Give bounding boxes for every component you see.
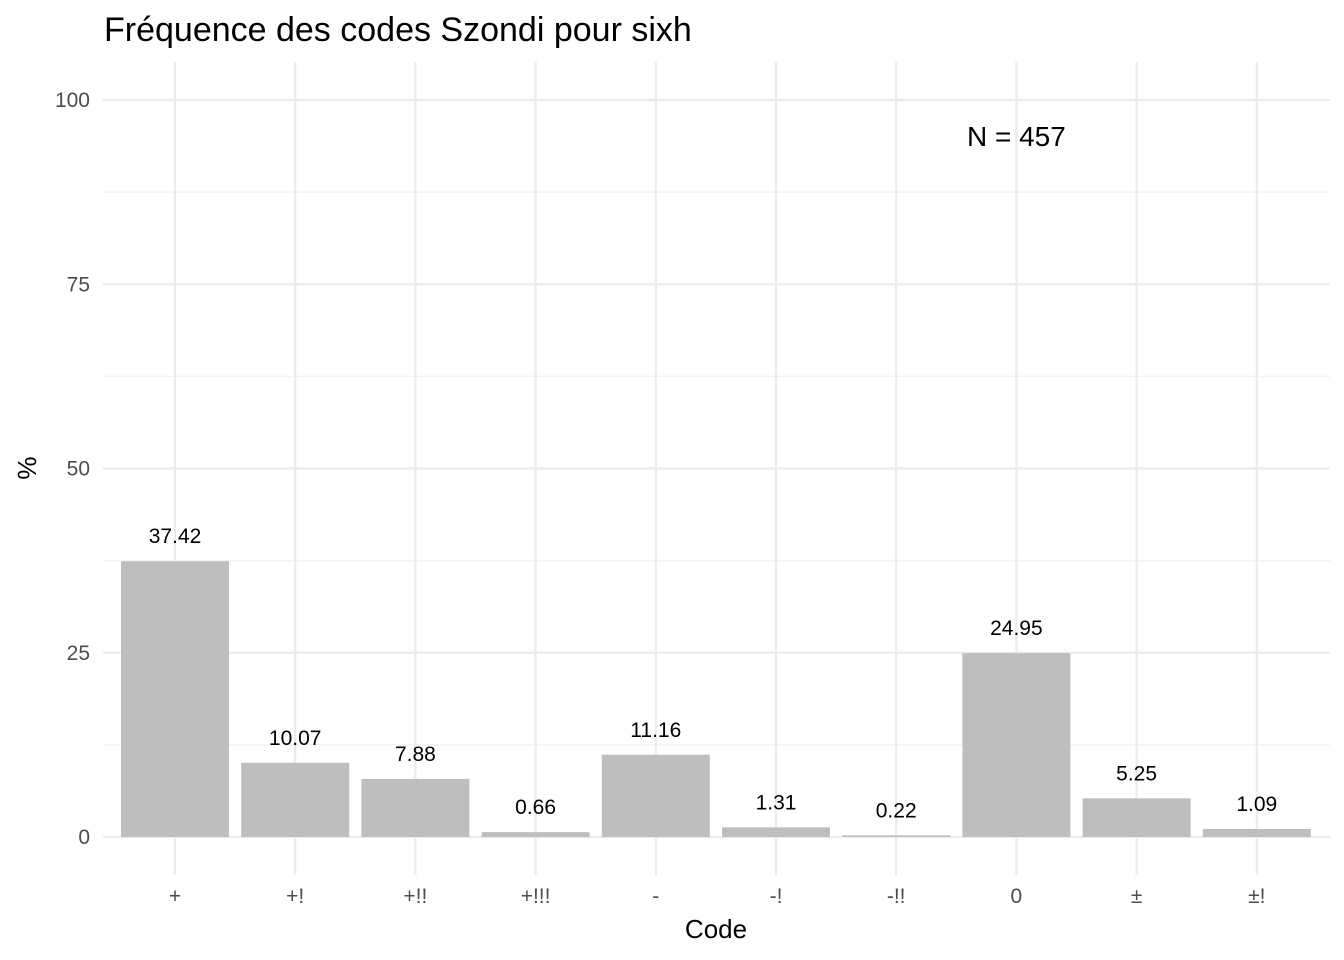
x-tick-label: +! — [286, 885, 304, 908]
x-tick-label: ± — [1131, 885, 1143, 908]
bar-value-label: 11.16 — [630, 719, 681, 742]
x-tick-label: - — [652, 885, 659, 908]
y-tick-label: 100 — [55, 89, 90, 112]
bar-labels: 37.42 10.07 7.88 0.66 11.16 1.31 0.22 24.95 5.25… — [149, 525, 1278, 822]
x-tick-label: 0 — [1011, 885, 1023, 908]
bar-value-label: 1.09 — [1236, 793, 1277, 816]
bars — [121, 561, 1311, 837]
bar-value-label: 7.88 — [395, 743, 436, 766]
bar-value-label: 24.95 — [990, 617, 1043, 640]
bar-value-label: 10.07 — [269, 727, 322, 750]
bar-value-label: 37.42 — [149, 525, 202, 548]
y-tick-label: 50 — [67, 458, 90, 481]
x-axis-ticks: + +! +!! +!!! - -! -!! 0 ± ±! — [169, 885, 1266, 908]
x-tick-label: +!! — [403, 885, 427, 908]
y-tick-label: 0 — [78, 826, 90, 849]
bar-value-label: 0.22 — [876, 799, 917, 822]
x-tick-label: -! — [770, 885, 783, 908]
bar — [1202, 828, 1311, 837]
sample-size-annotation: N = 457 — [967, 121, 1066, 152]
x-tick-label: ±! — [1248, 885, 1265, 908]
bar-value-label: 0.66 — [515, 796, 556, 819]
chart-title: Fréquence des codes Szondi pour sixh — [104, 11, 692, 49]
bar-value-label: 1.31 — [756, 791, 797, 814]
y-tick-label: 75 — [67, 273, 90, 296]
bar — [241, 762, 350, 837]
bar — [121, 561, 229, 837]
bar — [962, 653, 1071, 837]
x-tick-label: + — [169, 885, 181, 908]
x-axis-title: Code — [685, 914, 747, 944]
bar — [722, 827, 830, 837]
bar — [481, 832, 590, 837]
bar — [1082, 798, 1191, 837]
y-axis-ticks: 0 25 50 75 100 — [55, 89, 90, 849]
bar-value-label: 5.25 — [1116, 762, 1157, 785]
bar — [601, 754, 710, 837]
y-axis-title: % — [12, 456, 42, 479]
x-tick-label: -!! — [887, 885, 906, 908]
y-tick-label: 25 — [67, 642, 90, 665]
bar — [361, 778, 470, 837]
grid-lines — [103, 62, 1330, 875]
x-tick-label: +!!! — [521, 885, 551, 908]
bar — [842, 835, 951, 837]
